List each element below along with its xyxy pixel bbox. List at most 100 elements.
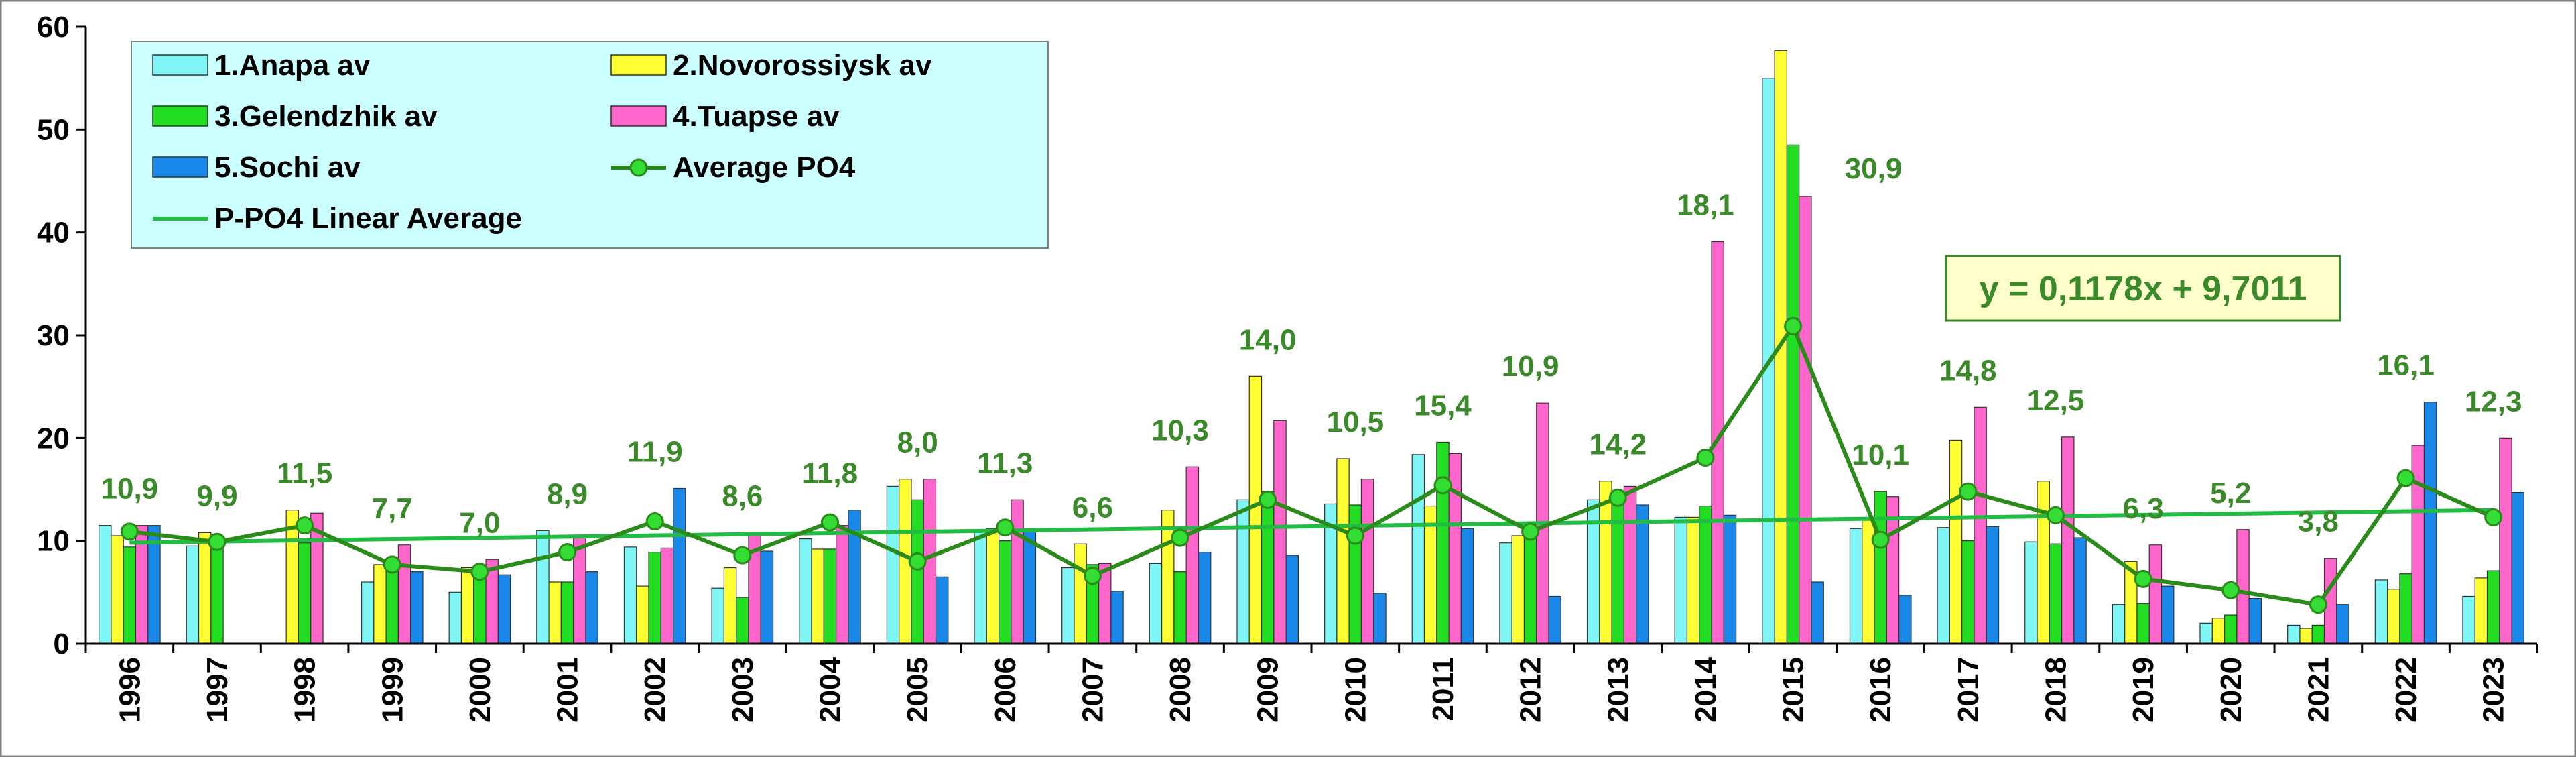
x-tick-label-2020: 2020 [2215,657,2248,723]
bar-1-2023 [2462,595,2475,644]
bar-1-2001 [536,530,550,644]
average-label-2008: 10,3 [1151,414,1209,447]
x-tick-label-2007: 2007 [1076,657,1109,723]
legend-label-average: Average PO4 [673,151,856,184]
average-line-path [129,324,2494,607]
bar-3-2020 [2224,614,2238,644]
bar-1-2021 [2287,624,2301,644]
bar-2-2012 [1511,535,1525,644]
average-point-1996 [120,522,139,541]
average-point-2000 [470,563,489,581]
bar-3-2015 [1786,144,1800,644]
average-label-1998: 11,5 [277,457,332,490]
average-label-2015: 30,9 [1845,152,1903,185]
y-tick-label: 60 [37,11,70,44]
y-tick-label: 20 [37,422,70,455]
bar-4-2010 [1360,479,1374,644]
bar-3-2011 [1436,441,1450,644]
bar-5-2020 [2248,597,2262,644]
equation-box [1945,255,2341,322]
average-label-2013: 14,2 [1589,428,1647,461]
legend-swatch-5 [152,156,208,178]
bar-5-2016 [1898,595,1912,644]
bar-2-1999 [373,564,387,644]
average-point-2016 [1871,530,1890,549]
average-point-2023 [2484,508,2503,526]
bar-1-2006 [974,530,987,644]
bar-2-2000 [460,567,474,644]
x-tick-label-2012: 2012 [1515,657,1547,723]
x-tick-label-2013: 2013 [1602,657,1634,723]
bar-5-2005 [935,576,949,644]
bar-2-2018 [2037,481,2050,644]
average-point-2018 [2046,506,2065,524]
equation-text: y = 0,1178x + 9,7011 [1980,270,2307,308]
bar-5-2006 [1023,530,1037,644]
x-tick-label-2018: 2018 [2039,657,2072,723]
bar-1-1999 [361,581,375,644]
average-point-2022 [2396,469,2415,487]
average-label-2006: 11,3 [977,447,1033,479]
bar-4-2002 [660,547,674,644]
average-label-2000: 7,0 [459,506,500,539]
bar-5-2011 [1460,528,1474,644]
x-tick-label-2003: 2003 [726,657,759,723]
bar-4-2006 [1011,499,1024,644]
bar-3-2023 [2486,570,2500,644]
bar-1-2019 [2112,604,2126,644]
average-point-2011 [1433,476,1452,495]
average-point-2004 [820,513,839,532]
bar-1-2016 [1849,528,1863,644]
y-tick-label: 40 [37,217,70,249]
bar-3-1996 [123,546,137,644]
average-label-2005: 8,0 [897,426,938,459]
bar-5-2000 [497,574,511,644]
bar-1-2018 [2024,541,2038,644]
average-data-labels: 10,9 9,9 11,5 7,7 7,0 8,9 11,9 8,6 11,8 8,0 11,3 6,… [101,152,2522,539]
bar-1-2017 [1937,527,1950,644]
bar-1-2004 [799,538,812,644]
bar-4-1999 [397,544,411,644]
bar-5-2013 [1636,504,1649,644]
bar-5-2003 [760,550,774,644]
legend-swatch-1 [152,54,208,76]
bar-2-2009 [1248,375,1263,644]
bar-3-2005 [911,499,924,644]
x-tick-label-2000: 2000 [464,657,497,723]
bar-1-1996 [98,525,112,644]
average-point-1997 [208,532,227,551]
bar-3-1999 [385,571,399,644]
bar-4-2013 [1623,485,1637,644]
bar-5-1999 [410,571,424,644]
average-point-2002 [645,512,664,531]
x-tick-label-2006: 2006 [989,657,1022,723]
bar-4-2023 [2499,437,2512,644]
x-axis: 1996 1997 1998 1999 2000 2001 2002 2003 2004 2005… [84,642,2538,723]
x-tick-label-1996: 1996 [113,657,146,723]
x-tick-label-2017: 2017 [1952,657,1985,723]
average-point-2001 [558,543,577,562]
bar-3-2006 [999,540,1012,644]
average-point-2009 [1259,490,1277,509]
y-tick-label: 30 [37,319,70,352]
bar-3-1997 [210,538,224,644]
average-point-1999 [383,555,401,574]
bar-5-2007 [1110,591,1124,644]
trend-line-path [129,508,2494,545]
bar-5-2001 [585,571,598,644]
average-label-2004: 11,8 [802,457,858,490]
x-tick-label-2009: 2009 [1252,657,1285,723]
bar-2-2023 [2474,577,2488,644]
bar-5-2010 [1373,593,1387,644]
average-point-2021 [2309,595,2327,614]
average-line [120,316,2503,614]
average-label-2007: 6,6 [1072,491,1113,524]
average-label-2016: 10,1 [1852,439,1909,471]
trend-equation-box: y = 0,1178x + 9,7011 [1945,255,2341,322]
bar-4-2015 [1799,196,1812,644]
average-label-2001: 8,9 [547,477,588,510]
average-point-2013 [1608,488,1627,507]
bar-2-2020 [2211,618,2226,644]
x-tick-label-2016: 2016 [1864,657,1897,723]
average-label-2018: 12,5 [2027,384,2085,417]
